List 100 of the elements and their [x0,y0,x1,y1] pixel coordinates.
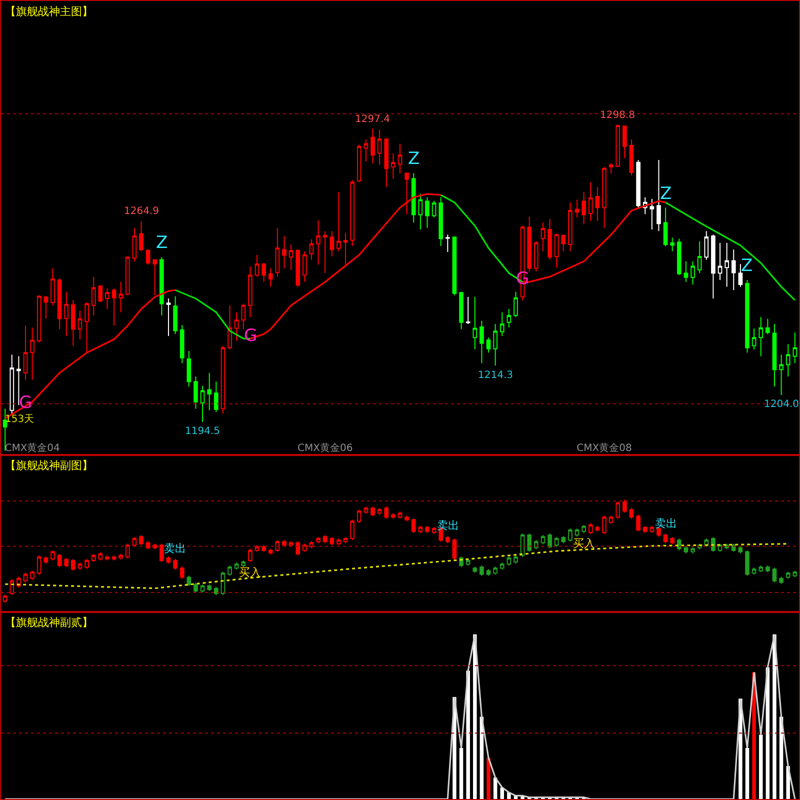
candlestick [262,262,266,282]
candlestick [356,509,362,524]
candlestick [194,582,198,593]
candlestick [486,568,491,576]
candlestick [480,565,484,576]
candlestick [50,550,55,561]
candlestick [118,281,123,313]
candlestick [132,227,137,262]
candlestick [404,515,409,522]
candlestick [180,566,184,580]
candlestick [452,538,457,560]
candlestick [786,571,790,580]
candlestick [57,278,62,330]
annotation: 卖出 [655,517,677,530]
candlestick [166,556,171,564]
candlestick [568,528,572,542]
candlestick [629,508,634,520]
candlestick [377,129,382,166]
candlestick [309,540,314,549]
candlestick [486,337,491,354]
candlestick [78,562,82,570]
candlestick [642,525,648,534]
candlestick [766,318,770,335]
candlestick [36,294,42,344]
candlestick [548,218,552,260]
candlestick [792,570,798,578]
candlestick [758,316,764,357]
candlestick [411,172,416,224]
candlestick [282,235,286,269]
candlestick [656,160,661,232]
candlestick [792,332,798,364]
candlestick [663,533,668,544]
candlestick [506,556,512,566]
candlestick [493,566,498,576]
x-tick-label: CMX黄金06 [298,442,353,454]
annotation: Z [408,149,420,169]
candlestick [377,508,382,516]
bar [745,748,750,799]
candlestick [275,227,280,278]
candlestick [296,540,300,556]
candlestick [663,207,668,247]
candlestick [758,565,764,573]
candlestick [616,500,620,520]
bar [759,734,763,799]
candlestick [268,548,273,555]
candlestick [418,525,423,534]
candlestick [718,242,722,280]
candlestick [173,558,178,570]
candlestick [690,260,695,286]
candlestick [608,515,614,524]
annotation: 1204.0 [764,399,799,410]
candlestick [466,296,470,324]
candlestick [262,544,266,552]
candlestick [752,567,756,576]
annotation: 1194.5 [185,426,220,437]
bar [466,670,470,799]
annotation: 1264.9 [124,206,159,217]
candlestick [241,560,246,568]
candlestick [738,264,743,288]
candlestick [112,288,116,326]
candlestick [745,550,750,576]
annotation: Z [156,233,168,253]
candlestick [91,276,96,316]
candlestick [105,288,110,310]
candlestick [207,372,212,411]
candlestick [472,566,478,574]
candlestick [772,323,777,388]
candlestick [160,543,164,563]
candlestick [554,233,559,268]
candlestick [432,526,436,535]
annotation: 买入 [239,566,261,579]
candlestick [445,536,450,544]
candlestick [500,312,504,337]
candlestick [411,518,416,534]
candlestick [98,284,103,303]
candlestick [445,234,450,252]
candlestick [186,350,192,388]
bar [486,758,490,799]
candlestick [527,216,532,272]
candlestick [636,160,640,208]
candlestick [98,552,103,561]
candlestick [180,324,184,364]
candlestick [50,268,55,306]
candlestick [616,124,620,168]
annotation: Z [741,256,753,276]
candlestick [139,220,144,252]
candlestick [731,249,736,291]
candlestick [350,180,355,247]
candlestick [322,534,328,544]
candlestick [514,291,518,318]
candlestick [316,220,320,266]
candlestick [350,519,355,541]
candlestick [220,345,226,414]
candlestick [71,300,76,346]
candlestick [336,538,341,546]
chart-title: 【旗舰战神主图】 [5,5,93,18]
candlestick [200,584,205,593]
candlestick [602,166,606,228]
candlestick [506,308,512,328]
candlestick [711,234,716,300]
